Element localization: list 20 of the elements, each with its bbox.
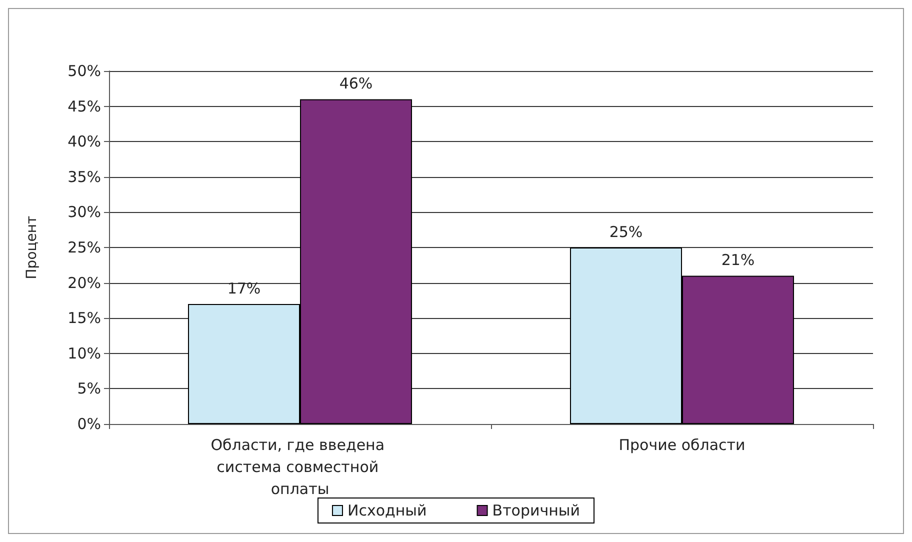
y-tick-label: 15% (68, 309, 101, 328)
y-tick-label: 20% (68, 274, 101, 292)
legend-label: Исходный (347, 502, 427, 520)
y-axis-title: Процент (24, 216, 40, 280)
data-label: 17% (227, 279, 261, 298)
data-label: 46% (339, 74, 373, 93)
y-tick-label: 30% (68, 203, 101, 222)
data-label: 25% (609, 223, 643, 241)
x-tick-label: Прочие области (618, 436, 746, 454)
legend-label: Вторичный (492, 502, 580, 520)
y-tick-label: 0% (77, 415, 101, 433)
data-label: 21% (721, 251, 755, 270)
y-tick-label: 5% (77, 380, 101, 398)
x-tick-label: Области, где введена система совместной оплаты (210, 436, 390, 498)
y-tick-label: 10% (68, 344, 101, 362)
y-tick-label: 50% (68, 62, 101, 80)
y-tick-label: 25% (68, 238, 101, 256)
y-tick-label: 45% (68, 97, 101, 116)
y-tick-label: 40% (68, 132, 101, 151)
y-tick-label: 35% (68, 168, 101, 186)
